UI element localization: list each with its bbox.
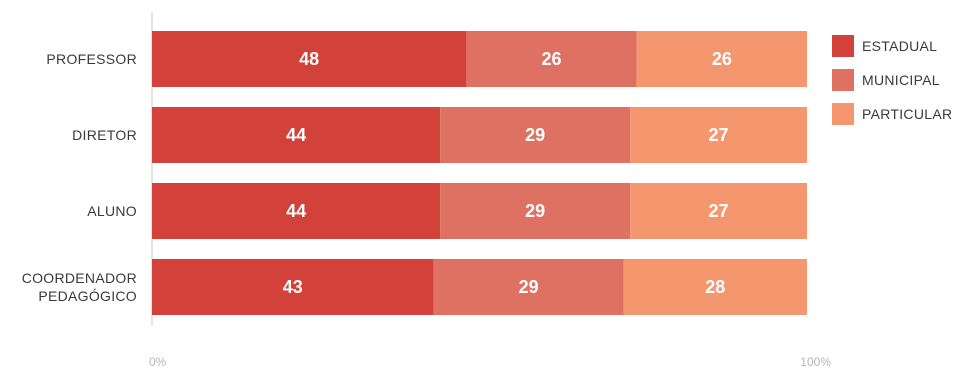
data-label: 27 xyxy=(709,201,729,221)
x-tick-label: 100% xyxy=(800,355,831,369)
data-label: 48 xyxy=(299,49,319,69)
bar-segment xyxy=(630,183,807,239)
data-label: 28 xyxy=(705,277,725,297)
legend-swatch xyxy=(832,69,854,91)
legend-label: PARTICULAR xyxy=(862,106,952,122)
legend-label: ESTADUAL xyxy=(862,38,937,54)
data-label: 26 xyxy=(712,49,732,69)
bar-segment xyxy=(433,259,624,315)
data-label: 44 xyxy=(286,201,306,221)
legend-swatch xyxy=(832,103,854,125)
legend: ESTADUAL MUNICIPAL PARTICULAR xyxy=(832,35,952,125)
bar-segment xyxy=(440,183,631,239)
bar-segment xyxy=(152,107,441,163)
bar-segment xyxy=(623,259,807,315)
bar-segment xyxy=(152,31,467,87)
x-tick-label: 0% xyxy=(149,355,167,369)
bar-segment xyxy=(152,183,441,239)
data-label: 29 xyxy=(525,201,545,221)
bar-segment xyxy=(636,31,807,87)
category-label: COORDENADOR PEDAGÓGICO xyxy=(22,270,137,304)
data-label: 44 xyxy=(286,125,306,145)
legend-swatch xyxy=(832,35,854,57)
bars-layer: 48 26 26 44 29 27 44 29 27 43 29 28 xyxy=(152,31,807,315)
category-label: DIRETOR xyxy=(72,127,137,143)
x-axis-ticks: 0% 100% xyxy=(149,355,831,369)
data-label: 29 xyxy=(525,125,545,145)
data-label: 29 xyxy=(519,277,539,297)
bar-segment xyxy=(466,31,637,87)
data-label: 43 xyxy=(283,277,303,297)
data-label: 26 xyxy=(542,49,562,69)
data-label: 27 xyxy=(709,125,729,145)
category-label: ALUNO xyxy=(87,203,137,219)
bar-segment xyxy=(630,107,807,163)
legend-label: MUNICIPAL xyxy=(862,72,940,88)
category-labels: PROFESSOR DIRETOR ALUNO COORDENADOR PEDAGÓGI… xyxy=(22,51,137,304)
category-label: PROFESSOR xyxy=(46,51,137,67)
bar-segment xyxy=(152,259,434,315)
bar-segment xyxy=(440,107,631,163)
